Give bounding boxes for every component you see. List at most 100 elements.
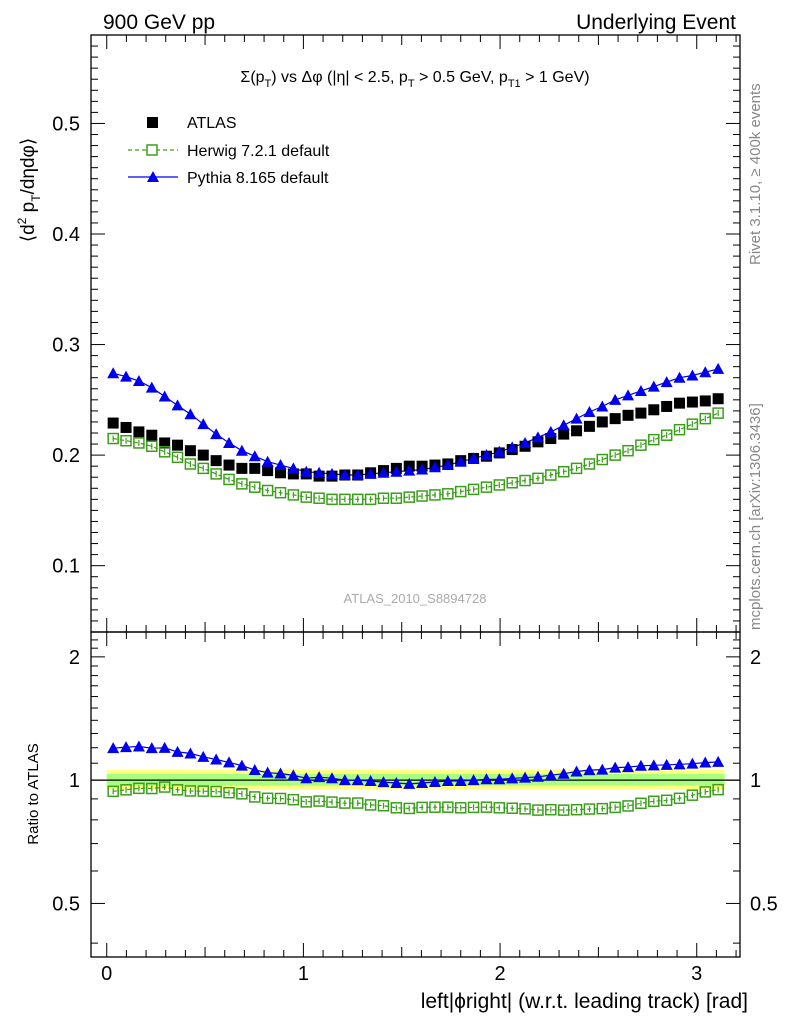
pythia-ratio-point <box>519 771 532 783</box>
atlas-point <box>249 462 261 474</box>
pythia-ratio-point <box>364 775 377 787</box>
main-y-tick-label: 0.2 <box>52 445 80 467</box>
herwig-ratio-line <box>113 786 719 811</box>
pythia-ratio-point <box>235 759 248 771</box>
herwig-ratio-point <box>519 803 531 815</box>
legend-pythia-label: Pythia 8.165 default <box>187 170 329 187</box>
pythia-ratio-point <box>325 772 338 784</box>
title-part-0: Σ(p <box>240 69 264 86</box>
pythia-point <box>325 467 338 479</box>
pythia-ratio-point <box>416 777 429 789</box>
atlas-point <box>596 416 608 428</box>
herwig-point <box>377 492 390 504</box>
herwig-ratio-point <box>184 785 197 797</box>
herwig-point <box>236 478 248 490</box>
pythia-point <box>197 418 210 430</box>
main-data-marks <box>107 362 725 506</box>
legend: ATLAS Herwig 7.2.1 default Pythia 8.165 … <box>128 115 330 187</box>
herwig-ratio-point <box>622 800 634 812</box>
herwig-point <box>287 489 300 501</box>
ratio-panel: 0.5 0.5 1 1 2 2 0 1 2 3 Ratio to ATLAS left|ϕrig… <box>25 631 778 1013</box>
pythia-point <box>158 390 171 402</box>
ratio-axis-ticks <box>91 632 740 957</box>
atlas-point <box>184 445 196 457</box>
pythia-point <box>377 466 390 478</box>
pythia-ratio-point <box>660 758 673 770</box>
herwig-point <box>429 489 441 501</box>
pythia-point <box>454 455 467 467</box>
herwig-ratio-point <box>506 802 518 814</box>
pythia-ratio-point <box>274 767 287 779</box>
atlas-point <box>159 437 171 449</box>
herwig-ratio-point <box>210 785 222 798</box>
herwig-ratio-point <box>712 783 724 796</box>
herwig-point <box>557 465 570 478</box>
pythia-ratio-point <box>210 753 223 765</box>
pythia-ratio-point <box>480 773 493 785</box>
herwig-point <box>390 492 403 504</box>
pythia-point <box>338 469 351 481</box>
herwig-ratio-point <box>454 802 467 814</box>
herwig-ratio-point <box>300 796 313 808</box>
herwig-ratio-point <box>351 797 364 809</box>
atlas-point <box>146 429 158 441</box>
herwig-point <box>635 439 647 451</box>
pythia-ratio-point <box>609 761 622 773</box>
herwig-ratio-point <box>313 795 325 807</box>
atlas-point <box>172 439 184 451</box>
herwig-point <box>313 492 325 504</box>
ylabel-part-4: /dηdφ⟩ <box>18 138 39 195</box>
pythia-point <box>660 376 673 388</box>
atlas-point <box>609 413 621 425</box>
herwig-point <box>249 481 261 493</box>
pythia-point <box>647 380 660 392</box>
ratio-frame <box>90 631 741 958</box>
herwig-ratio-point <box>429 801 441 813</box>
pythia-ratio-point <box>390 777 403 789</box>
atlas-point <box>661 400 673 412</box>
herwig-point <box>223 473 235 486</box>
pythia-point <box>712 362 725 374</box>
pythia-point <box>364 467 377 479</box>
mcplots-label: mcplots.cern.ch [arXiv:1306.3436] <box>747 403 764 630</box>
herwig-ratio-point <box>364 799 377 811</box>
pythia-ratio-point <box>197 750 210 762</box>
main-title: Σ(pT) vs Δφ (|η| < 2.5, pT > 0.5 GeV, pT… <box>240 69 589 90</box>
herwig-ratio-point <box>107 785 119 798</box>
pythia-point <box>609 393 622 405</box>
title-part-3: T <box>408 78 415 90</box>
title-part-6: > 1 GeV) <box>521 69 590 86</box>
pythia-point <box>300 465 313 477</box>
ratio-y-tick-label-right: 0.5 <box>750 893 778 915</box>
x-tick-label: 3 <box>691 963 702 985</box>
main-y-tick-label: 0.1 <box>52 556 80 578</box>
herwig-point <box>184 458 197 470</box>
herwig-point <box>351 493 364 506</box>
pythia-ratio-point <box>171 745 184 757</box>
pythia-point <box>519 436 532 448</box>
main-panel: 0.10.20.30.40.5 Σ(pT) vs Δφ (|η| < 2.5, … <box>15 34 741 633</box>
herwig-point <box>660 429 673 441</box>
atlas-point <box>583 420 595 432</box>
pythia-point <box>686 369 699 381</box>
pythia-ratio-point <box>158 741 171 753</box>
pythia-point <box>596 400 609 412</box>
legend-atlas-label: ATLAS <box>187 115 237 132</box>
pythia-ratio-point <box>622 761 635 773</box>
pythia-ratio-point <box>699 756 712 768</box>
herwig-point <box>364 493 377 506</box>
pythia-point <box>274 459 287 471</box>
pythia-ratio-point <box>506 772 519 784</box>
herwig-point <box>467 483 480 496</box>
herwig-series-line <box>113 412 719 500</box>
pythia-ratio-point <box>377 776 390 788</box>
pythia-ratio-point <box>493 773 506 785</box>
atlas-point <box>133 426 145 438</box>
title-part-4: > 0.5 GeV, p <box>415 69 508 86</box>
herwig-ratio-point <box>686 789 699 801</box>
herwig-ratio-point <box>583 803 596 815</box>
herwig-point <box>171 451 184 464</box>
atlas-point <box>558 428 570 440</box>
ratio-y-tick-label-right: 2 <box>750 647 761 669</box>
pythia-ratio-point <box>634 759 647 771</box>
